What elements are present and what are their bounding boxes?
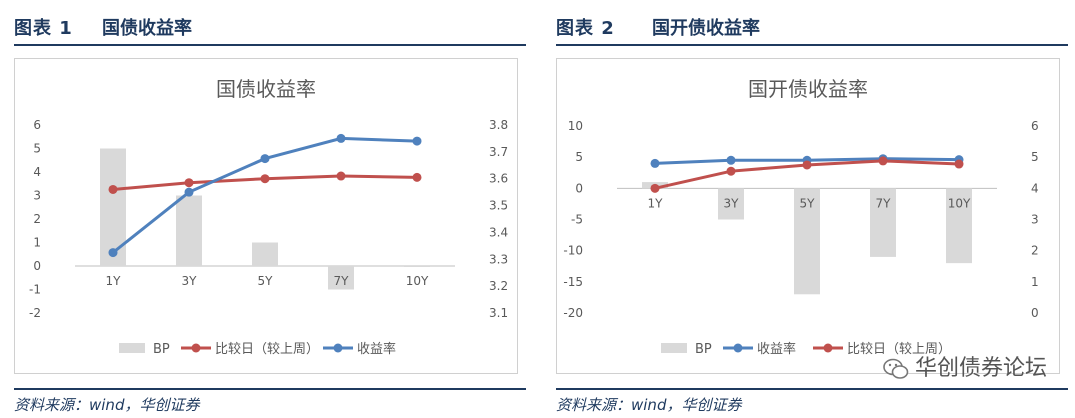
figure-1-header: 图表 1 国债收益率 bbox=[14, 12, 526, 46]
legend-label: BP bbox=[695, 342, 712, 357]
point-yield bbox=[412, 136, 422, 146]
legend-swatch-marker bbox=[191, 343, 201, 353]
x-tick-label: 1Y bbox=[648, 196, 664, 210]
point-compare-day bbox=[954, 159, 964, 169]
bar-bp bbox=[404, 266, 430, 267]
y-right-tick-label: 3.7 bbox=[489, 145, 508, 159]
y-right-tick-label: 3.6 bbox=[489, 172, 508, 186]
bar-bp bbox=[176, 195, 202, 266]
legend-label: 比较日（较上周） bbox=[215, 342, 319, 357]
point-compare-day bbox=[650, 183, 660, 193]
y-right-tick-label: 6 bbox=[1031, 119, 1039, 133]
x-tick-label: 7Y bbox=[876, 196, 892, 210]
point-yield bbox=[336, 133, 346, 143]
figure-1-source-rule bbox=[14, 388, 526, 391]
y-right-tick-label: 3.1 bbox=[489, 306, 508, 320]
x-tick-label: 5Y bbox=[800, 196, 816, 210]
legend-label: 收益率 bbox=[757, 341, 796, 357]
point-compare-day bbox=[878, 156, 888, 166]
x-tick-label: 3Y bbox=[724, 196, 740, 210]
figure-1-title: 国债收益率 bbox=[102, 18, 192, 39]
y-left-tick-label: -2 bbox=[29, 306, 41, 320]
y-left-tick-label: 6 bbox=[33, 118, 41, 132]
chart-treasury-yield: 国债收益率 -2 -1 0 1 2 3 4 5 6 3.1 3.2 3.3 3.4 3.5 3.6 3.7 3.8… bbox=[14, 58, 518, 374]
point-compare-day bbox=[726, 166, 736, 176]
y-left-tick-label: 1 bbox=[33, 236, 41, 250]
watermark-text: 华创债券论坛 bbox=[914, 356, 1047, 381]
legend-swatch-marker bbox=[823, 343, 833, 353]
watermark: 华创债券论坛 bbox=[883, 350, 1047, 382]
point-compare-day bbox=[802, 160, 812, 170]
legend-swatch-bp bbox=[661, 343, 687, 353]
point-compare-day bbox=[260, 174, 270, 184]
legend-label: BP bbox=[153, 342, 170, 357]
legend-label: 收益率 bbox=[357, 341, 396, 357]
y-right-tick-label: 3 bbox=[1031, 213, 1039, 227]
x-tick-label: 10Y bbox=[948, 196, 971, 210]
point-compare-day bbox=[108, 184, 118, 194]
bar-bp bbox=[946, 188, 972, 264]
figure-2-source-rule bbox=[556, 388, 1068, 391]
y-left-tick-label: 2 bbox=[33, 212, 41, 226]
x-tick-label: 5Y bbox=[258, 274, 274, 288]
y-right-tick-label: 4 bbox=[1031, 181, 1039, 195]
y-left-tick-label: 0 bbox=[575, 181, 583, 195]
figure-2-title: 国开债收益率 bbox=[652, 18, 760, 39]
y-right-tick-label: 1 bbox=[1031, 275, 1039, 289]
legend-label: 比较日（较上周） bbox=[847, 342, 951, 357]
y-right-tick-label: 3.4 bbox=[489, 225, 508, 239]
bar-bp bbox=[870, 188, 896, 257]
point-yield bbox=[650, 158, 660, 168]
point-compare-day bbox=[412, 172, 422, 182]
y-left-tick-label: -20 bbox=[563, 306, 583, 320]
chart-title: 国债收益率 bbox=[216, 77, 316, 101]
y-left-tick-label: 10 bbox=[568, 119, 583, 133]
y-left-tick-label: -5 bbox=[571, 213, 583, 227]
y-right-tick-label: 3.2 bbox=[489, 279, 508, 293]
y-left-tick-label: 3 bbox=[33, 189, 41, 203]
point-yield bbox=[260, 154, 270, 164]
bar-bp bbox=[252, 242, 278, 266]
y-left-tick-label: -10 bbox=[563, 244, 583, 258]
legend-swatch-marker bbox=[333, 343, 343, 353]
y-left-tick-label: 4 bbox=[33, 165, 41, 179]
y-right-tick-label: 3.5 bbox=[489, 199, 508, 213]
figure-2-source: 资料来源：wind，华创证券 bbox=[556, 396, 742, 414]
y-right-tick-label: 3.3 bbox=[489, 252, 508, 266]
bar-bp bbox=[328, 266, 354, 290]
point-compare-day bbox=[336, 171, 346, 181]
y-left-tick-label: 0 bbox=[33, 259, 41, 273]
legend-swatch-bp bbox=[119, 343, 145, 353]
chart-cdb-yield-svg: 国开债收益率 -20 -15 -10 -5 0 5 10 0 1 2 3 4 5 6 1Y 3Y 5Y 7Y 10Y B… bbox=[563, 77, 1039, 357]
y-left-tick-label: -1 bbox=[29, 283, 41, 297]
bar-bp bbox=[794, 188, 820, 295]
point-yield bbox=[184, 187, 194, 197]
bar-bp bbox=[718, 188, 744, 220]
x-tick-label: 3Y bbox=[182, 274, 198, 288]
y-right-tick-label: 2 bbox=[1031, 244, 1039, 258]
y-right-tick-label: 3.8 bbox=[489, 118, 508, 132]
y-left-tick-label: -15 bbox=[563, 275, 583, 289]
chart-treasury-yield-svg: 国债收益率 -2 -1 0 1 2 3 4 5 6 3.1 3.2 3.3 3.4 3.5 3.6 3.7 3.8… bbox=[29, 77, 508, 357]
y-right-tick-label: 5 bbox=[1031, 150, 1039, 164]
chart-cdb-yield: 国开债收益率 -20 -15 -10 -5 0 5 10 0 1 2 3 4 5 6 1Y 3Y 5Y 7Y 10Y B… bbox=[556, 58, 1060, 374]
point-yield bbox=[108, 248, 118, 258]
y-right-tick-label: 0 bbox=[1031, 306, 1039, 320]
figure-1-source: 资料来源：wind，华创证券 bbox=[14, 396, 200, 414]
point-yield bbox=[726, 155, 736, 165]
x-tick-label: 10Y bbox=[406, 274, 429, 288]
legend-swatch-marker bbox=[733, 343, 743, 353]
wechat-icon bbox=[883, 358, 909, 379]
x-tick-label: 1Y bbox=[106, 274, 122, 288]
point-compare-day bbox=[184, 178, 194, 188]
figure-2-header: 图表 2 国开债收益率 bbox=[556, 12, 1068, 46]
y-left-tick-label: 5 bbox=[575, 150, 583, 164]
figure-1-label: 图表 1 bbox=[14, 18, 73, 39]
chart-title: 国开债收益率 bbox=[748, 77, 868, 101]
x-tick-label: 7Y bbox=[334, 274, 350, 288]
y-left-tick-label: 5 bbox=[33, 142, 41, 156]
figure-2-label: 图表 2 bbox=[556, 18, 615, 39]
